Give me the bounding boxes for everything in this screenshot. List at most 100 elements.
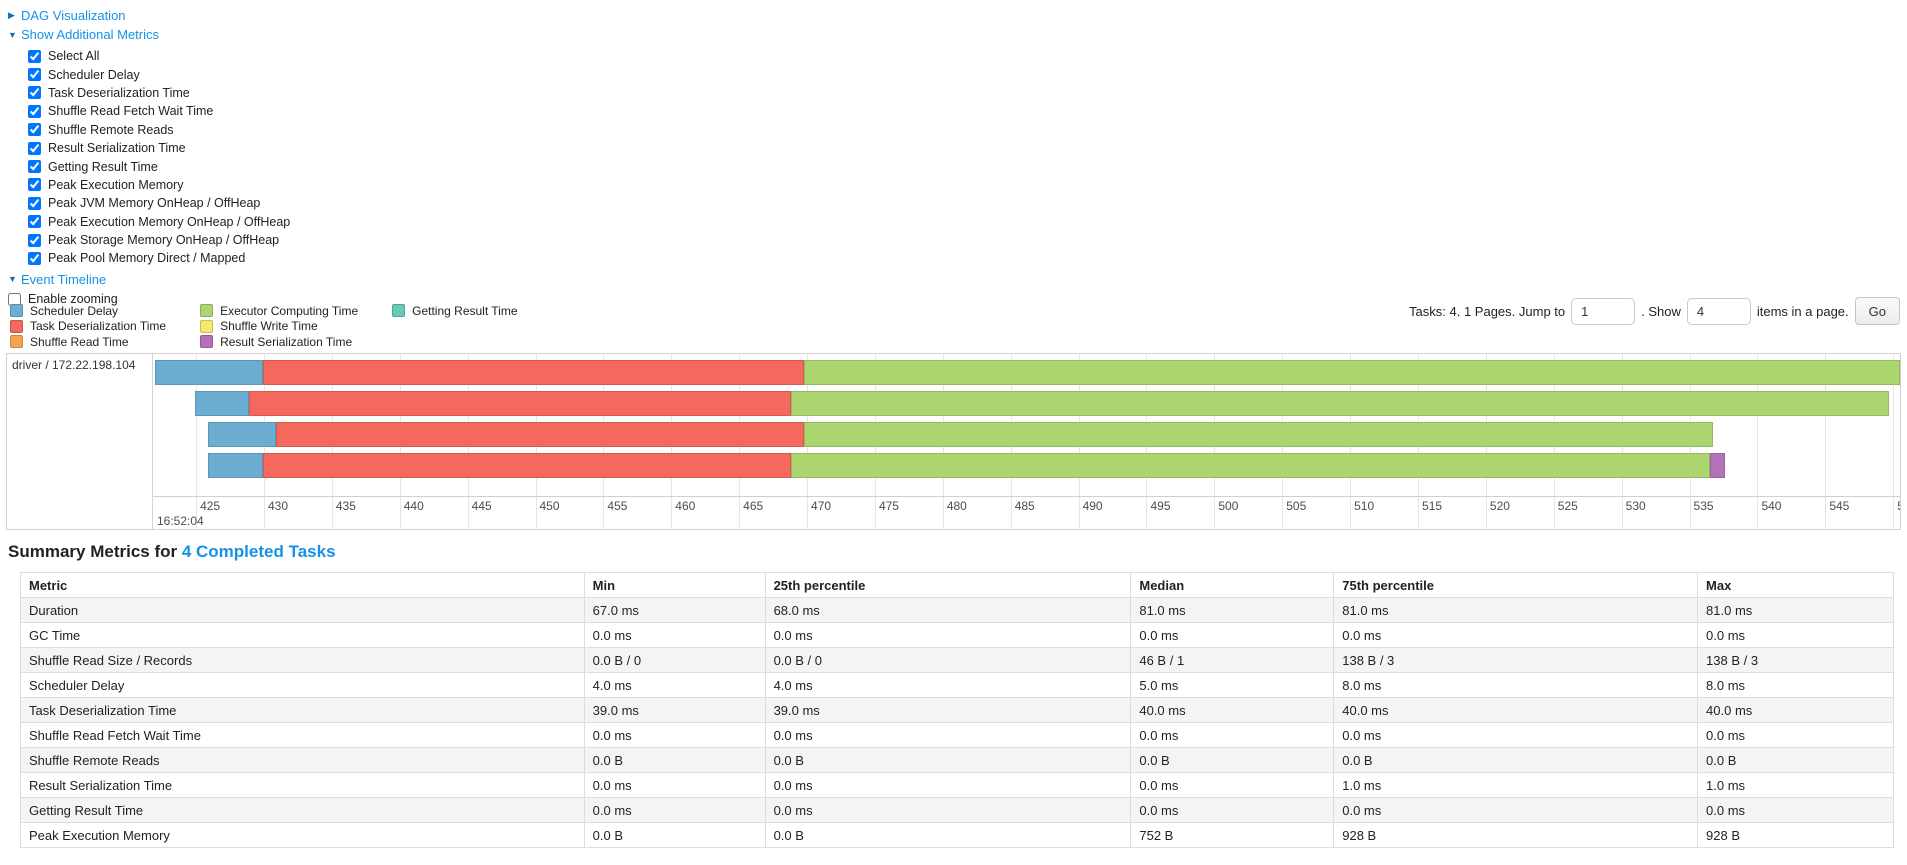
metric-checkbox[interactable] — [28, 141, 41, 155]
timeline-segment-scheduler-delay[interactable] — [208, 422, 277, 447]
metric-checkbox-label: Peak JVM Memory OnHeap / OffHeap — [28, 196, 260, 210]
legend-swatch — [200, 335, 214, 349]
value-cell: 1.0 ms — [1697, 772, 1894, 798]
completed-tasks-link[interactable]: 4 Completed Tasks — [181, 542, 336, 561]
timeline-segment-scheduler-delay[interactable] — [208, 453, 263, 478]
metric-checkbox-item: Scheduler Delay — [8, 65, 290, 83]
value-cell: 138 B / 3 — [1333, 647, 1699, 673]
value-cell: 0.0 B / 0 — [583, 647, 766, 673]
column-header-median[interactable]: Median — [1130, 572, 1335, 598]
metric-checkbox[interactable] — [28, 196, 41, 210]
axis-tick-label: 445 — [471, 499, 492, 513]
column-header-metric[interactable]: Metric — [20, 572, 585, 598]
metric-checkbox-label: Select All — [28, 49, 99, 63]
metric-checkbox-item: Result Serialization Time — [8, 139, 290, 157]
value-cell: 0.0 ms — [583, 797, 766, 823]
items-per-page-input[interactable] — [1686, 297, 1751, 325]
jump-to-page-input[interactable] — [1571, 297, 1636, 325]
column-header-25th-percentile[interactable]: 25th percentile — [764, 572, 1132, 598]
go-button[interactable]: Go — [1854, 297, 1900, 325]
stage-controls: ▶ DAG Visualization ▼ Show Additional Me… — [8, 6, 290, 309]
axis-tick-label: 550 — [1897, 499, 1900, 513]
legend-item: Shuffle Read Time — [10, 334, 166, 350]
metric-checkbox[interactable] — [28, 233, 41, 247]
metric-checkbox-label: Shuffle Read Fetch Wait Time — [28, 104, 213, 118]
timeline-segment-task-deserialization[interactable] — [262, 453, 791, 478]
axis-tick-label: 470 — [811, 499, 832, 513]
event-timeline-toggle[interactable]: ▼ Event Timeline — [8, 270, 290, 289]
metric-checkbox-text: Peak Execution Memory — [48, 177, 184, 192]
metric-checkbox-list: Select All Scheduler Delay Task Deserializ… — [8, 47, 290, 268]
legend-swatch — [200, 319, 214, 333]
timeline-segment-task-deserialization[interactable] — [276, 422, 805, 447]
table-row: Scheduler Delay 4.0 ms 4.0 ms 5.0 ms 8.0 ms 8… — [20, 672, 1894, 698]
metric-checkbox[interactable] — [28, 215, 41, 229]
enable-zooming-row: Enable zooming — [8, 290, 290, 309]
value-cell: 0.0 ms — [1333, 797, 1699, 823]
metric-checkbox-text: Peak JVM Memory OnHeap / OffHeap — [48, 196, 261, 211]
timeline-gridline — [1757, 354, 1759, 529]
timeline-segment-executor-computing[interactable] — [804, 422, 1713, 447]
column-header-max[interactable]: Max — [1697, 572, 1894, 598]
value-cell: 40.0 ms — [1130, 697, 1335, 723]
summary-metrics-table: Metric Min 25th percentile Median 75th perce… — [20, 572, 1894, 848]
legend-item: Executor Computing Time — [200, 303, 358, 319]
metric-checkbox-item: Getting Result Time — [8, 157, 290, 175]
axis-tick-label: 500 — [1218, 499, 1239, 513]
value-cell: 68.0 ms — [764, 597, 1132, 623]
value-cell: 0.0 ms — [764, 722, 1132, 748]
caret-down-icon: ▼ — [8, 274, 17, 285]
timeline-segment-executor-computing[interactable] — [790, 391, 1890, 416]
legend-label: Task Deserialization Time — [30, 319, 167, 334]
show-additional-metrics-toggle[interactable]: ▼ Show Additional Metrics — [8, 25, 290, 44]
legend-swatch — [10, 335, 23, 349]
column-header-75th-percentile[interactable]: 75th percentile — [1333, 572, 1699, 598]
axis-tick-label: 510 — [1354, 499, 1375, 513]
metric-checkbox[interactable] — [28, 251, 41, 265]
metric-checkbox-text: Result Serialization Time — [48, 141, 186, 156]
timeline-segment-executor-computing[interactable] — [790, 453, 1710, 478]
metric-checkbox[interactable] — [28, 160, 41, 174]
axis-tick-label: 480 — [946, 499, 967, 513]
value-cell: 0.0 B / 0 — [764, 647, 1132, 673]
metric-checkbox-label: Getting Result Time — [28, 160, 158, 174]
show-additional-metrics-link[interactable]: Show Additional Metrics — [21, 27, 160, 42]
event-timeline-link[interactable]: Event Timeline — [21, 271, 107, 287]
value-cell: 0.0 ms — [1697, 722, 1894, 748]
legend-item: Scheduler Delay — [10, 303, 166, 319]
metric-checkbox-item: Select All — [8, 47, 290, 65]
metric-checkbox[interactable] — [28, 86, 41, 100]
value-cell: 0.0 ms — [1130, 722, 1335, 748]
timeline-segment-scheduler-delay[interactable] — [155, 360, 263, 385]
metric-checkbox-text: Shuffle Read Fetch Wait Time — [48, 104, 214, 119]
column-header-min[interactable]: Min — [583, 572, 766, 598]
legend-swatch — [10, 319, 23, 333]
axis-tick-label: 530 — [1625, 499, 1646, 513]
dag-visualization-link[interactable]: DAG Visualization — [21, 8, 126, 23]
dag-visualization-toggle[interactable]: ▶ DAG Visualization — [8, 6, 290, 25]
timeline-segment-scheduler-delay[interactable] — [194, 391, 250, 416]
legend-item: Shuffle Write Time — [200, 319, 358, 335]
metric-checkbox-text: Select All — [48, 49, 100, 64]
timeline-segment-task-deserialization[interactable] — [262, 360, 805, 385]
metric-cell: GC Time — [20, 622, 585, 648]
metric-checkbox-text: Peak Execution Memory OnHeap / OffHeap — [48, 214, 291, 229]
metric-checkbox[interactable] — [28, 49, 41, 63]
value-cell: 928 B — [1333, 822, 1699, 848]
legend-swatch — [10, 304, 23, 318]
metric-checkbox[interactable] — [28, 123, 41, 137]
table-row: GC Time 0.0 ms 0.0 ms 0.0 ms 0.0 ms 0.0 ms — [20, 622, 1894, 648]
metric-checkbox-label: Task Deserialization Time — [28, 86, 190, 100]
metric-checkbox-label: Peak Execution Memory — [28, 178, 183, 192]
caret-right-icon: ▶ — [8, 10, 15, 20]
axis-tick-label: 520 — [1489, 499, 1510, 513]
timeline-segment-result-serialization[interactable] — [1709, 453, 1725, 478]
timeline-segment-executor-computing[interactable] — [804, 360, 1900, 385]
timeline-segment-task-deserialization[interactable] — [249, 391, 791, 416]
metric-checkbox[interactable] — [28, 104, 41, 118]
value-cell: 67.0 ms — [583, 597, 766, 623]
metric-checkbox[interactable] — [28, 178, 41, 192]
enable-zooming-checkbox[interactable] — [8, 292, 21, 306]
executor-label: driver / 172.22.198.104 — [12, 358, 136, 372]
metric-checkbox[interactable] — [28, 68, 41, 82]
